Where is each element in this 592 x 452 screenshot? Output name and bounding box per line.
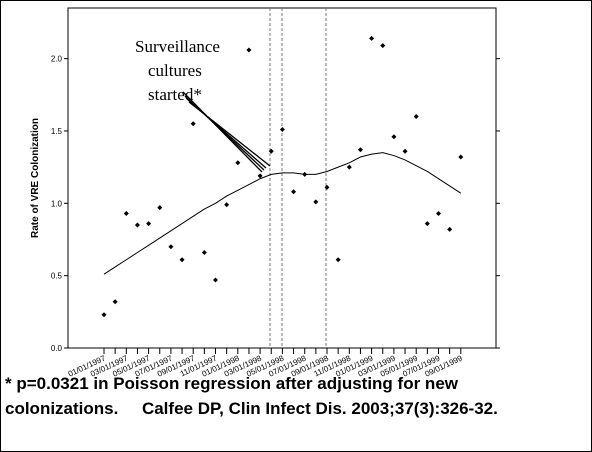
data-point: [369, 35, 375, 41]
data-point: [224, 202, 230, 208]
y-tick-label: 1.5: [51, 127, 63, 136]
data-point: [157, 205, 163, 211]
data-point: [168, 244, 174, 250]
data-point: [391, 134, 397, 140]
data-point: [324, 184, 330, 190]
data-point: [458, 154, 464, 160]
data-point: [179, 257, 185, 263]
annotation: Surveillance: [135, 37, 220, 56]
y-tick-label: 1.0: [51, 199, 63, 208]
y-tick-label: 0.0: [51, 344, 63, 353]
data-point: [335, 257, 341, 263]
data-point: [213, 277, 218, 283]
data-point: [257, 173, 263, 179]
data-point: [313, 199, 319, 205]
arrows: [182, 91, 271, 173]
annotation: started*: [148, 85, 202, 104]
data-point: [436, 210, 441, 216]
data-point: [146, 221, 152, 227]
arrow: [188, 101, 271, 167]
data-point: [101, 312, 107, 318]
data-point: [291, 189, 297, 195]
y-tick-label: 0.5: [51, 272, 63, 281]
data-point: [268, 148, 274, 154]
data-point: [424, 221, 430, 227]
data-point: [246, 47, 252, 53]
data-point: [447, 226, 453, 232]
annotation: cultures: [148, 61, 202, 80]
data-point: [201, 250, 207, 256]
data-point: [235, 160, 241, 166]
data-point: [134, 222, 140, 228]
data-point: [302, 171, 308, 177]
footnote: * p=0.0321 in Poisson regression after a…: [5, 374, 459, 393]
footnote: colonizations. Calfee DP, Clin Infect Di…: [5, 399, 498, 418]
data-point: [112, 299, 118, 305]
data-point: [402, 148, 408, 154]
data-point: [123, 210, 129, 216]
smoothed-line: [103, 152, 462, 275]
data-point: [190, 121, 196, 127]
data-point: [380, 43, 386, 49]
y-axis-label: Rate of VRE Colonization: [30, 118, 41, 238]
data-point: [357, 147, 363, 153]
data-point: [346, 164, 352, 170]
data-point: [279, 127, 285, 133]
data-point: [413, 114, 419, 120]
y-tick-label: 2.0: [51, 55, 63, 64]
